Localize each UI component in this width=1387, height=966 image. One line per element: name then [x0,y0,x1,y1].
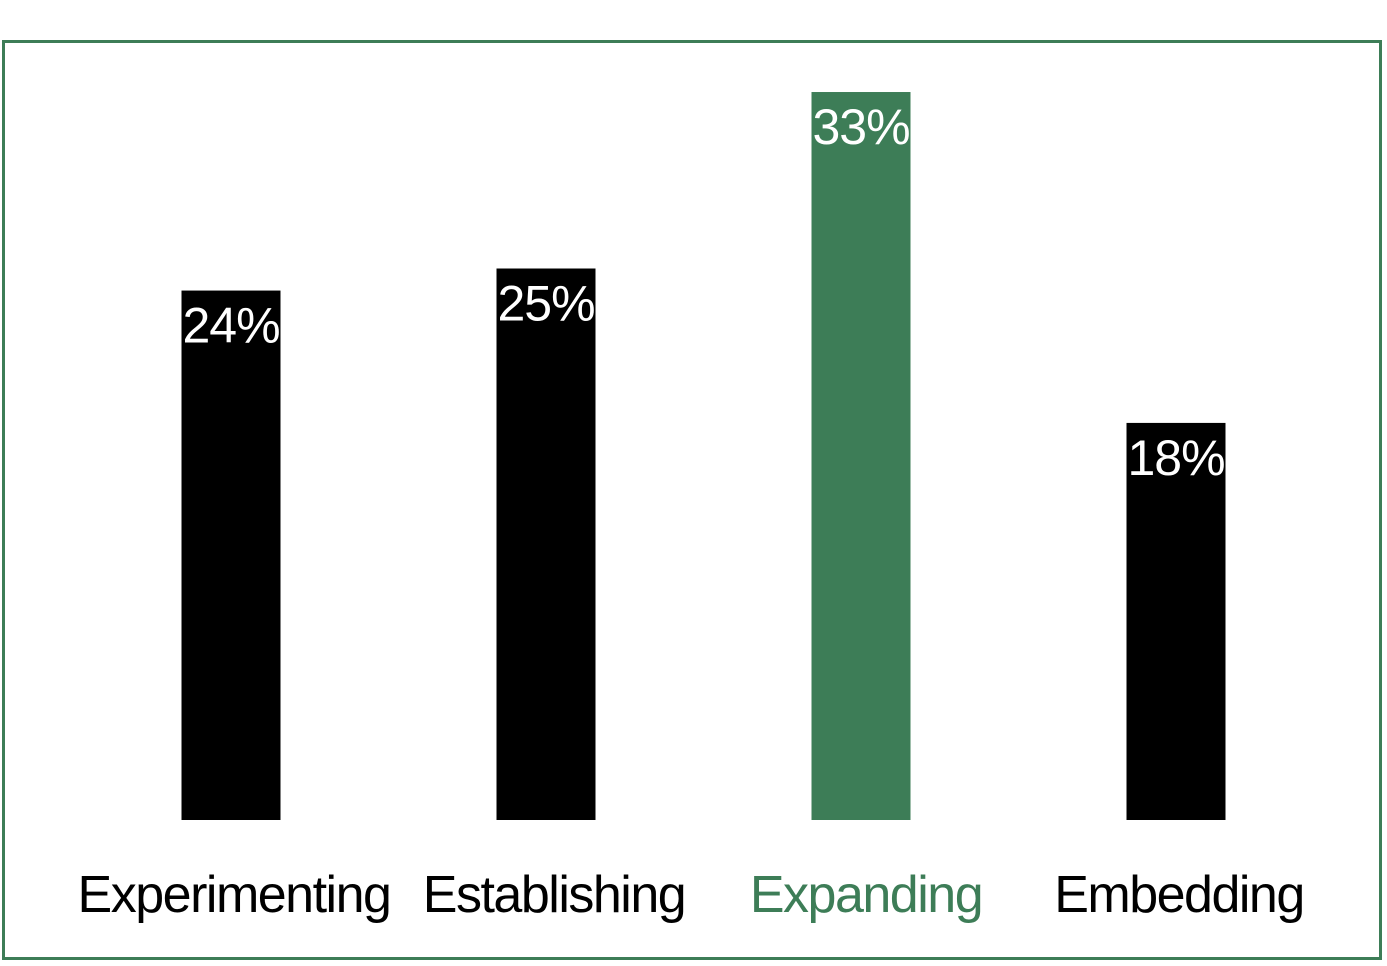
category-label-expanding: Expanding [750,866,982,924]
bar-embedding [1126,422,1226,820]
category-label-embedding: Embedding [1054,866,1304,924]
category-label-experimenting: Experimenting [78,866,391,924]
value-label-expanding: 33% [812,99,909,155]
value-label-embedding: 18% [1127,430,1224,486]
value-label-establishing: 25% [497,276,594,332]
bar-experimenting [181,290,281,820]
bars-layer [181,92,1226,820]
value-label-experimenting: 24% [182,298,279,354]
category-labels-layer: Experimenting Establishing Expanding Embedd… [78,866,1306,924]
bar-establishing [496,268,596,820]
bar-expanding [811,92,911,820]
value-labels-layer: 24% 25% 33% 18% [182,99,1225,486]
chart-frame [2,40,1382,960]
category-label-establishing: Establishing [423,866,685,924]
